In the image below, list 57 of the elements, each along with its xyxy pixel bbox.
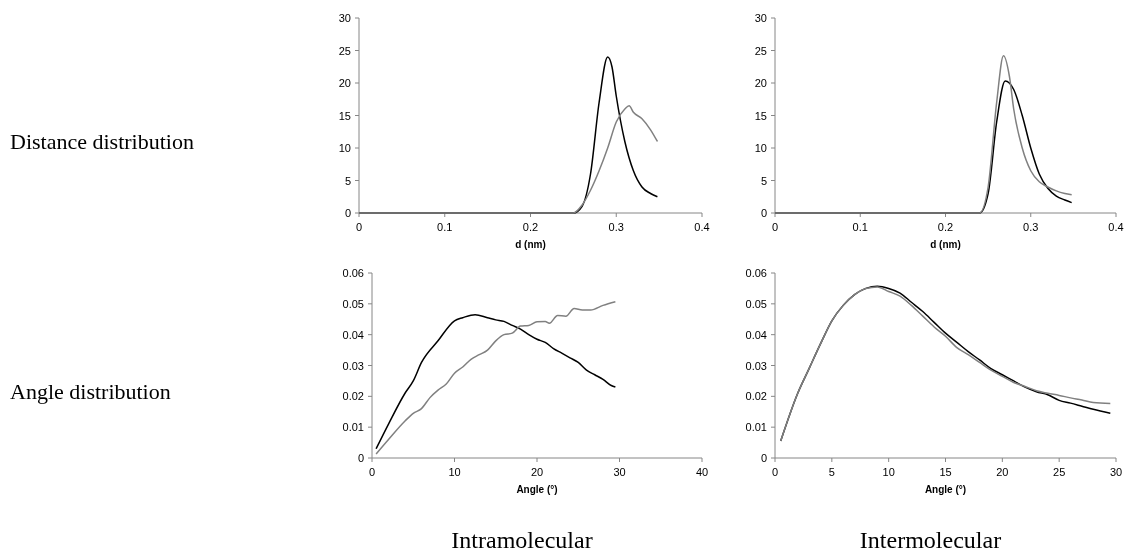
- y-tick-label: 15: [754, 109, 767, 122]
- y-tick-label: 10: [754, 142, 767, 154]
- y-tick-label: 10: [338, 142, 351, 154]
- x-tick-label: 0: [771, 221, 779, 233]
- x-tick-label: 5: [828, 466, 835, 478]
- x-tick-label: 15: [939, 466, 952, 478]
- x-tick-label: 0.1: [437, 221, 453, 233]
- x-axis-title: d (nm): [930, 239, 961, 250]
- text: Intramolecular: [451, 527, 593, 553]
- x-axis-title: Angle (°): [516, 484, 558, 495]
- y-tick-label: 0.04: [342, 328, 364, 341]
- y-tick-label: 0: [357, 452, 364, 464]
- x-axis-title: d (nm): [515, 239, 546, 250]
- x-tick-label: 20: [996, 466, 1009, 478]
- y-tick-label: 0.04: [745, 328, 767, 341]
- y-tick-label: 0.06: [342, 267, 364, 279]
- y-tick-label: 5: [760, 174, 767, 187]
- y-tick-label: 0.06: [745, 267, 767, 279]
- x-tick-label: 10: [448, 466, 461, 478]
- y-tick-label: 25: [754, 44, 767, 57]
- y-tick-label: 0.03: [342, 359, 364, 372]
- y-axis-title: Distance distribution: [10, 128, 194, 154]
- y-tick-label: 0: [760, 207, 767, 219]
- y-tick-label: 30: [338, 12, 351, 24]
- y-tick-label: 30: [754, 12, 767, 24]
- x-tick-label: 0.4: [694, 221, 710, 233]
- x-tick-label: 25: [1053, 466, 1066, 478]
- y-tick-label: 0.01: [342, 421, 364, 434]
- y-tick-label: 25: [338, 44, 351, 57]
- x-tick-label: 0.2: [522, 221, 539, 233]
- y-tick-label: 0.05: [745, 297, 767, 310]
- y-tick-label: 20: [338, 77, 351, 89]
- y-axis-title: Angle distribution: [10, 378, 171, 404]
- y-tick-label: 0: [760, 452, 767, 464]
- y-tick-label: 15: [338, 109, 351, 122]
- y-tick-label: 5: [344, 174, 351, 187]
- y-tick-label: 0: [344, 207, 351, 219]
- x-axis-title: Angle (°): [924, 484, 967, 495]
- x-tick-label: 30: [613, 466, 626, 478]
- x-tick-label: 20: [530, 466, 544, 478]
- y-tick-label: 0.02: [342, 390, 364, 403]
- x-tick-label: 30: [1109, 466, 1123, 478]
- y-tick-label: 0.01: [745, 421, 767, 434]
- y-tick-label: 20: [754, 77, 767, 89]
- x-tick-label: 0: [771, 466, 779, 478]
- text: Intermolecular: [859, 527, 1002, 553]
- x-tick-label: 0.1: [852, 221, 868, 233]
- x-tick-label: 0.3: [608, 221, 624, 233]
- x-tick-label: 10: [882, 466, 895, 478]
- x-tick-label: 0.2: [937, 221, 954, 233]
- x-tick-label: 0: [368, 466, 376, 478]
- x-tick-label: 0.4: [1108, 221, 1124, 233]
- y-tick-label: 0.03: [745, 359, 767, 372]
- y-tick-label: 0.02: [745, 390, 767, 403]
- x-tick-label: 0.3: [1023, 221, 1039, 233]
- x-tick-label: 40: [695, 466, 709, 478]
- y-tick-label: 0.05: [342, 297, 364, 310]
